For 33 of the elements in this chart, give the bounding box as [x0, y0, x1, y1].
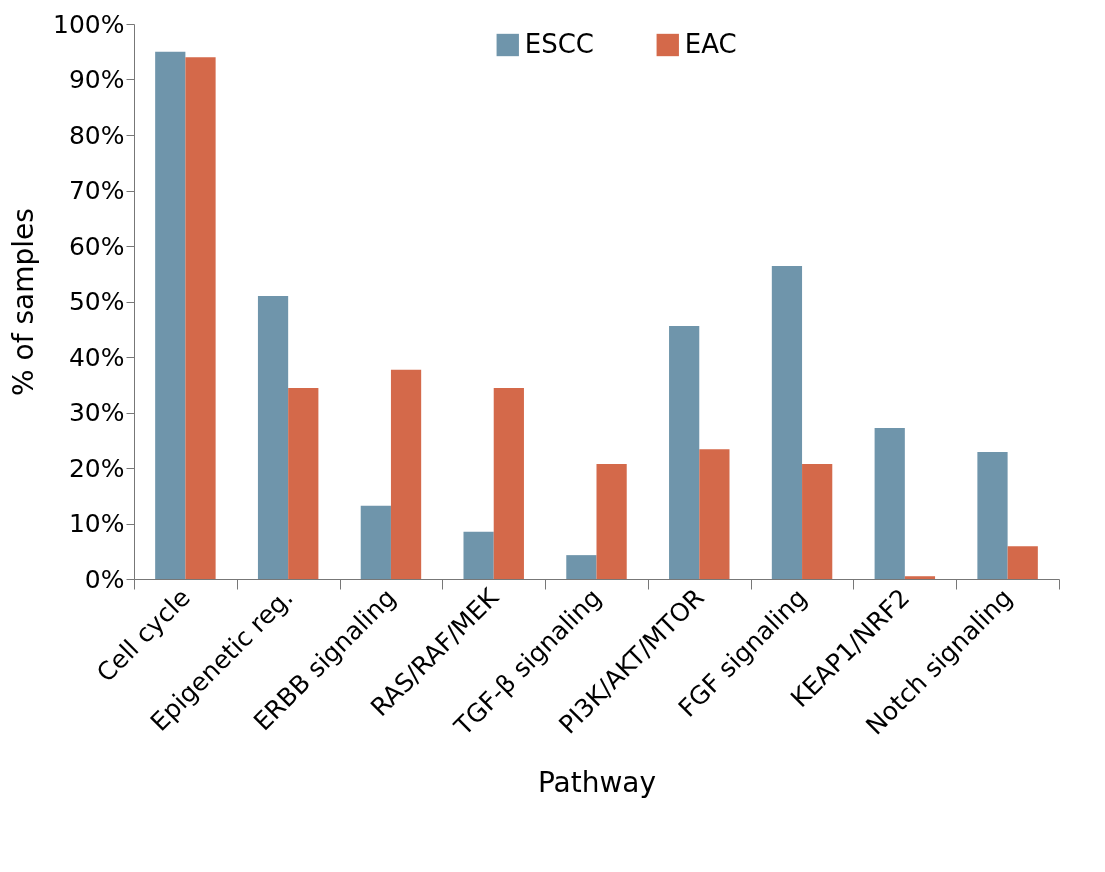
y-tick-label: 0%	[84, 564, 125, 594]
bar	[669, 325, 700, 579]
bar	[493, 388, 524, 579]
y-tick-label: 80%	[68, 120, 125, 150]
bar	[874, 428, 905, 579]
y-axis-title: % of samples	[7, 208, 41, 396]
bar	[596, 464, 627, 579]
bar	[185, 57, 216, 579]
legend-label: ESCC	[524, 29, 594, 59]
y-tick-label: 100%	[53, 9, 125, 39]
x-axis-title: Pathway	[537, 766, 657, 800]
bar	[904, 576, 936, 579]
bar	[155, 51, 186, 579]
y-tick-label: 50%	[68, 287, 125, 316]
bar	[977, 451, 1008, 579]
y-tick-label: 10%	[68, 509, 125, 538]
y-tick-label: 30%	[68, 398, 125, 427]
y-tick-label: 20%	[68, 453, 125, 483]
bar	[288, 388, 319, 579]
y-tick-label: 60%	[68, 231, 125, 261]
y-tick-label: 40%	[68, 342, 125, 372]
bar	[257, 295, 289, 579]
bar	[771, 265, 803, 579]
bar	[360, 505, 391, 579]
bar	[390, 369, 422, 579]
bar	[566, 555, 597, 579]
bar	[463, 531, 494, 579]
bar	[1007, 546, 1038, 579]
bar	[802, 464, 833, 579]
legend-label: EAC	[684, 29, 737, 59]
y-tick-label: 90%	[68, 65, 125, 94]
y-tick-label: 70%	[68, 176, 125, 205]
bar	[699, 449, 730, 579]
